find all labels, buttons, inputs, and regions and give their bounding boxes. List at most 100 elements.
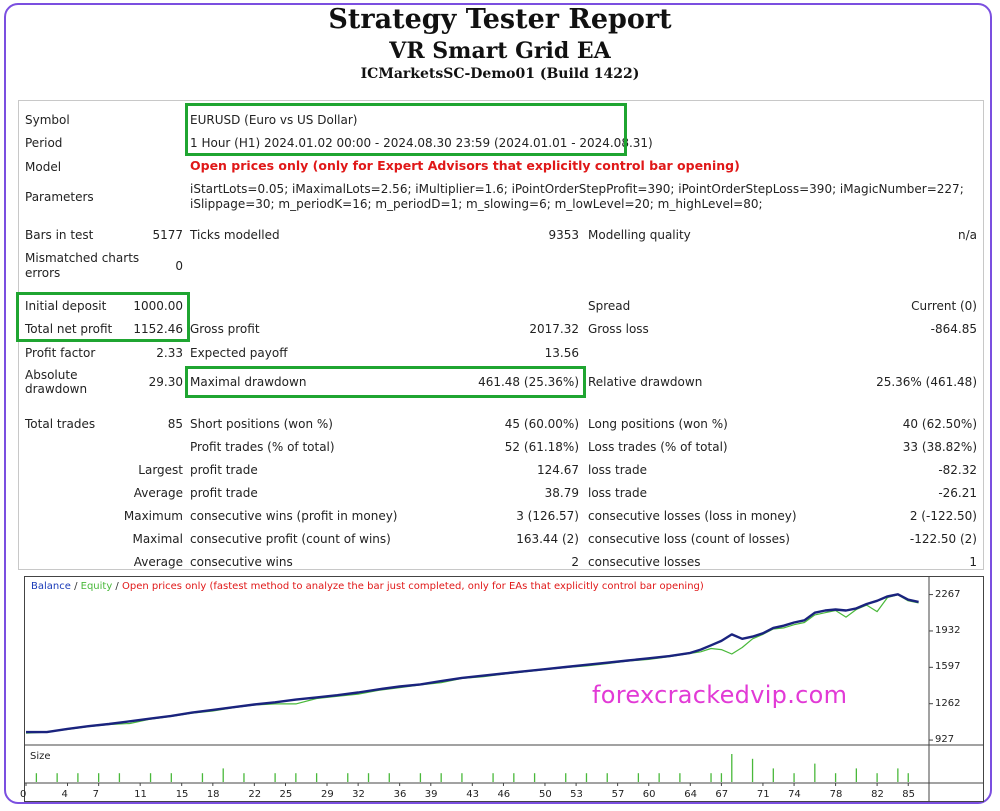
size-label: Size	[30, 751, 51, 762]
x-tick-label: 57	[611, 789, 625, 800]
largest-loss-label: loss trade	[588, 463, 647, 477]
model-label: Model	[25, 160, 62, 174]
x-tick-label: 71	[756, 789, 770, 800]
avg-cons-losses-value: 1	[969, 555, 977, 569]
initial-deposit-value: 1000.00	[133, 299, 183, 313]
profit-trades-value: 52 (61.18%)	[504, 440, 579, 454]
largest-label: Largest	[138, 463, 183, 477]
symbol-label: Symbol	[25, 113, 70, 127]
max-drawdown-label: Maximal drawdown	[190, 375, 307, 389]
initial-deposit-label: Initial deposit	[25, 299, 107, 313]
max-cons-wins-label: consecutive wins (profit in money)	[190, 509, 398, 523]
average-profit-value: 38.79	[544, 486, 579, 500]
avg-cons-wins-label: consecutive wins	[190, 555, 293, 569]
rel-drawdown-label: Relative drawdown	[588, 375, 703, 389]
profit-factor-label: Profit factor	[25, 346, 96, 360]
profit-factor-value: 2.33	[156, 346, 183, 360]
ticks-label: Ticks modelled	[190, 228, 280, 242]
short-positions-value: 45 (60.00%)	[504, 417, 579, 431]
balance-line	[26, 593, 919, 734]
legend-balance: Balance	[31, 581, 71, 592]
gross-loss-label: Gross loss	[588, 322, 649, 336]
y-tick-label: 927	[935, 734, 955, 746]
spread-value: Current (0)	[911, 299, 977, 313]
loss-trades-value: 33 (38.82%)	[902, 440, 977, 454]
x-tick-label: 11	[134, 789, 147, 800]
profit-trades-label: Profit trades (% of total)	[190, 440, 335, 454]
long-positions-label: Long positions (won %)	[588, 417, 728, 431]
x-tick-label: 18	[206, 789, 220, 800]
max-drawdown-highlight	[185, 366, 586, 398]
x-tick-label: 43	[466, 789, 480, 800]
x-tick-label: 36	[393, 789, 407, 800]
chart-canvas	[25, 577, 983, 801]
legend-separator: /	[70, 581, 81, 592]
quality-value: n/a	[957, 228, 977, 242]
y-tick-label: 2267	[935, 588, 961, 600]
total-trades-value: 85	[167, 417, 183, 431]
expected-payoff-value: 13.56	[544, 346, 579, 360]
average-loss-label: loss trade	[588, 486, 647, 500]
x-tick-label: 78	[829, 789, 843, 800]
largest-loss-value: -82.32	[938, 463, 977, 477]
maximum-label: Maximum	[123, 509, 183, 523]
short-positions-label: Short positions (won %)	[190, 417, 333, 431]
period-value: 1 Hour (H1) 2024.01.02 00:00 - 2024.08.3…	[190, 136, 653, 150]
chart-legend: Balance / Equity / Open prices only (fas…	[31, 581, 704, 592]
parameters-label: Parameters	[25, 190, 94, 204]
x-tick-label: 85	[902, 789, 915, 800]
x-tick-label: 46	[497, 789, 511, 800]
y-tick-label: 1262	[935, 697, 961, 709]
parameters-line-2: iSlippage=30; m_periodK=16; m_periodD=1;…	[190, 197, 763, 211]
equity-line	[25, 594, 919, 734]
avg-cons-label: Average	[133, 555, 183, 569]
ticks-value: 9353	[548, 228, 579, 242]
legend-equity: Equity	[80, 581, 113, 592]
x-tick-label: 4	[61, 789, 68, 800]
net-profit-label: Total net profit	[25, 322, 113, 336]
gross-profit-value: 2017.32	[529, 322, 579, 336]
mismatch-label-2: errors	[25, 266, 61, 280]
x-tick-label: 25	[279, 789, 293, 800]
gross-profit-label: Gross profit	[190, 322, 260, 336]
symbol-value: EURUSD (Euro vs US Dollar)	[190, 113, 358, 127]
gross-loss-value: -864.85	[930, 322, 977, 336]
rel-drawdown-value: 25.36% (461.48)	[876, 375, 977, 389]
abs-drawdown-value: 29.30	[148, 375, 183, 389]
server-build: ICMarketsSC-Demo01 (Build 1422)	[360, 66, 640, 82]
bars-label: Bars in test	[25, 228, 94, 242]
bars-value: 5177	[152, 228, 183, 242]
symbol-period-highlight	[185, 103, 627, 156]
period-label: Period	[25, 136, 63, 150]
average-label: Average	[133, 486, 183, 500]
y-tick-label: 1932	[935, 624, 961, 636]
x-tick-label: 60	[642, 789, 656, 800]
x-tick-label: 15	[175, 789, 189, 800]
avg-cons-wins-value: 2	[571, 555, 579, 569]
x-tick-label: 22	[248, 789, 262, 800]
parameters-line-1: iStartLots=0.05; iMaximalLots=2.56; iMul…	[190, 182, 964, 196]
x-tick-label: 7	[92, 789, 100, 800]
max-drawdown-value: 461.48 (25.36%)	[478, 375, 579, 389]
total-trades-label: Total trades	[25, 417, 96, 431]
report-table: Symbol EURUSD (Euro vs US Dollar) Period…	[18, 100, 984, 570]
net-profit-value: 1152.46	[133, 322, 183, 336]
spread-label: Spread	[588, 299, 631, 313]
maximal-cons-profit-value: 163.44 (2)	[516, 532, 579, 546]
report-title: Strategy Tester Report	[328, 4, 672, 35]
deposit-profit-highlight	[16, 292, 190, 342]
x-tick-label: 0	[20, 789, 27, 800]
average-profit-label: profit trade	[190, 486, 258, 500]
expected-payoff-label: Expected payoff	[190, 346, 288, 360]
long-positions-value: 40 (62.50%)	[902, 417, 977, 431]
y-tick-label: 1597	[935, 661, 961, 673]
ea-name: VR Smart Grid EA	[389, 38, 611, 64]
x-tick-label: 82	[871, 789, 884, 800]
avg-cons-losses-label: consecutive losses	[588, 555, 701, 569]
x-tick-label: 29	[321, 789, 334, 800]
balance-chart: Balance / Equity / Open prices only (fas…	[20, 576, 984, 802]
maximal-cons-loss-value: -122.50 (2)	[909, 532, 977, 546]
watermark: forexcrackedvip.com	[592, 681, 848, 709]
x-tick-label: 50	[538, 789, 552, 800]
average-loss-value: -26.21	[938, 486, 977, 500]
